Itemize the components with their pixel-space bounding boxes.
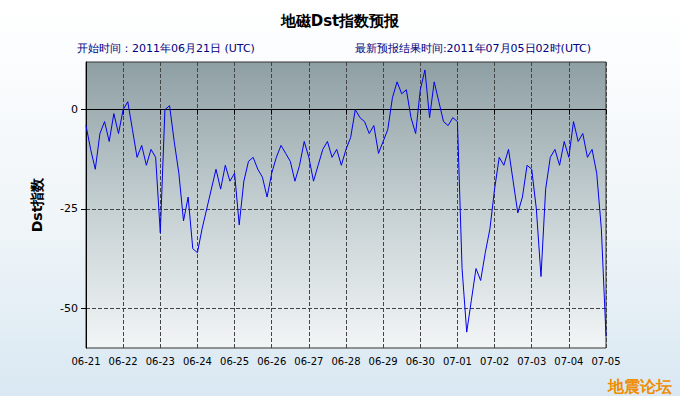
svg-text:06-29: 06-29 (369, 356, 398, 367)
svg-text:07-01: 07-01 (443, 356, 472, 367)
svg-text:06-27: 06-27 (294, 356, 323, 367)
svg-text:07-02: 07-02 (480, 356, 509, 367)
svg-text:06-26: 06-26 (257, 356, 286, 367)
svg-text:07-05: 07-05 (591, 356, 620, 367)
svg-text:07-03: 07-03 (517, 356, 546, 367)
svg-text:06-30: 06-30 (406, 356, 435, 367)
svg-text:06-24: 06-24 (183, 356, 212, 367)
svg-text:06-25: 06-25 (220, 356, 249, 367)
svg-text:06-21: 06-21 (71, 356, 100, 367)
svg-text:-50: -50 (60, 302, 78, 315)
svg-text:-25: -25 (60, 202, 78, 215)
svg-text:06-28: 06-28 (331, 356, 360, 367)
svg-text:Dst指数: Dst指数 (29, 177, 45, 233)
svg-text:0: 0 (71, 103, 78, 116)
svg-text:07-04: 07-04 (554, 356, 583, 367)
svg-text:06-22: 06-22 (109, 356, 138, 367)
svg-text:地震论坛: 地震论坛 (607, 377, 672, 396)
svg-text:地磁Dst指数预报: 地磁Dst指数预报 (280, 12, 401, 30)
svg-text:开始时间：2011年06月21日 (UTC): 开始时间：2011年06月21日 (UTC) (77, 42, 255, 55)
svg-text:最新预报结果时间:2011年07月05日02时(UTC): 最新预报结果时间:2011年07月05日02时(UTC) (355, 42, 591, 55)
svg-text:06-23: 06-23 (146, 356, 175, 367)
